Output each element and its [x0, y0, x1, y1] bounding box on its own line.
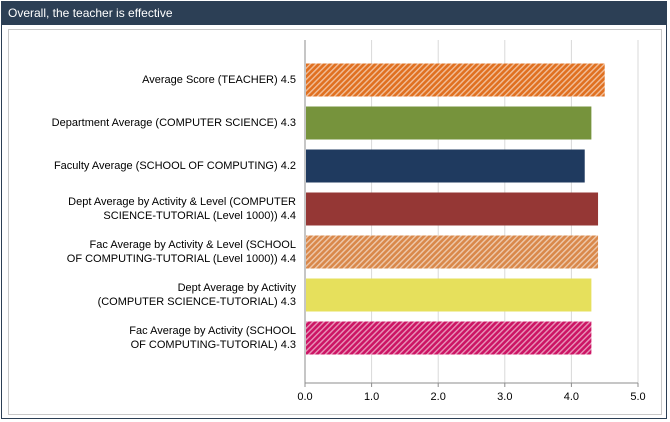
bar-2 — [306, 106, 592, 140]
category-label: Dept Average by Activity (COMPUTER SCIENC… — [14, 281, 296, 309]
category-label-line: Faculty Average (SCHOOL OF COMPUTING) 4.… — [53, 160, 296, 172]
category-label: Department Average (COMPUTER SCIENCE) 4.… — [14, 116, 296, 130]
bar-4 — [306, 192, 599, 226]
x-tick-label: 2.0 — [431, 391, 446, 403]
category-label-line: Dept Average by Activity — [177, 282, 296, 294]
bars — [306, 63, 605, 355]
x-tick-label: 4.0 — [564, 391, 579, 403]
x-tick-label: 3.0 — [497, 391, 512, 403]
category-label-line: Average Score (TEACHER) 4.5 — [142, 74, 296, 86]
category-label-line: Fac Average by Activity & Level (SCHOOL — [89, 239, 296, 251]
plot-area — [8, 29, 662, 415]
category-label-line: OF COMPUTING-TUTORIAL (Level 1000)) 4.4 — [66, 253, 296, 265]
category-label: Faculty Average (SCHOOL OF COMPUTING) 4.… — [14, 159, 296, 173]
bar-6 — [306, 278, 592, 312]
category-label: Fac Average by Activity & Level (SCHOOL O… — [14, 238, 296, 266]
bar-5 — [306, 235, 599, 269]
category-label-line: OF COMPUTING-TUTORIAL) 4.3 — [130, 339, 296, 351]
x-tick-label: 1.0 — [364, 391, 379, 403]
bar-7 — [306, 321, 592, 355]
category-label: Fac Average by Activity (SCHOOL OF COMPUT… — [14, 324, 296, 352]
bar-1 — [306, 63, 605, 97]
x-axis: 0.0 1.0 2.0 3.0 4.0 5.0 — [297, 382, 646, 403]
category-label: Average Score (TEACHER) 4.5 — [14, 73, 296, 87]
chart-title: Overall, the teacher is effective — [2, 2, 666, 25]
x-tick-label: 5.0 — [630, 391, 645, 403]
x-tick-label: 0.0 — [297, 391, 312, 403]
category-label-line: Fac Average by Activity (SCHOOL — [129, 325, 296, 337]
bar-3 — [306, 149, 585, 183]
category-label-line: Department Average (COMPUTER SCIENCE) 4.… — [51, 117, 296, 129]
category-label-line: Dept Average by Activity & Level (COMPUT… — [68, 196, 296, 208]
category-label: Dept Average by Activity & Level (COMPUT… — [14, 195, 296, 223]
category-label-line: SCIENCE-TUTORIAL (Level 1000)) 4.4 — [103, 210, 296, 222]
category-label-line: (COMPUTER SCIENCE-TUTORIAL) 4.3 — [97, 296, 296, 308]
